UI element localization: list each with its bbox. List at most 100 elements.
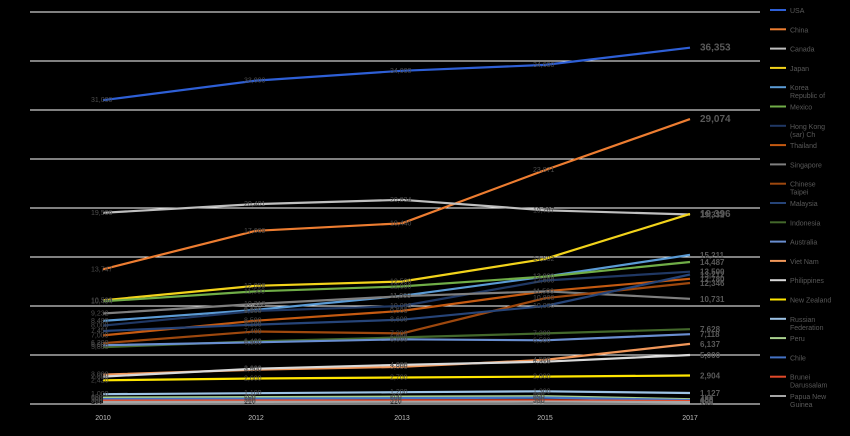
data-label: 400 <box>700 396 714 405</box>
legend-entry: Canada <box>790 47 815 54</box>
series-line-malaysia <box>102 273 691 333</box>
x-tick-label: 2010 <box>95 415 111 422</box>
legend-entry: Viet Nam <box>790 259 819 266</box>
data-label: 7,200 <box>390 330 408 337</box>
data-label: 13,000 <box>533 274 555 281</box>
data-label: 13,212 <box>700 271 725 280</box>
data-label: 5,800 <box>91 344 109 351</box>
legend-entry: Chile <box>790 355 806 362</box>
data-label: 11,000 <box>390 293 411 300</box>
series-line-hong-kong-sar-ch <box>102 270 691 327</box>
x-tick-label: 2012 <box>248 415 264 422</box>
data-label: 7,451 <box>91 328 109 335</box>
data-label: 12,600 <box>533 278 555 285</box>
data-label: 7,400 <box>244 328 262 335</box>
data-label: 14,487 <box>700 258 725 267</box>
legend-entry: Brunei Darussalam <box>790 375 828 390</box>
legend-entry: Thailand <box>790 143 817 150</box>
data-label: 5,000 <box>700 351 721 360</box>
data-label: 6,137 <box>700 340 721 349</box>
legend-entry: Philippines <box>790 278 824 285</box>
data-label: 2,700 <box>390 375 408 382</box>
data-label: 10,000 <box>390 303 412 310</box>
data-label: 1,100 <box>244 390 262 397</box>
legend-entry: Hong Kong (sar) Ch <box>790 124 825 139</box>
data-label: 8,000 <box>91 323 109 330</box>
data-label: 8,480 <box>91 318 109 325</box>
legend-entry: Peru <box>790 336 805 343</box>
data-label: 6,500 <box>533 337 551 344</box>
legend-entry: Mexico <box>790 105 812 112</box>
data-label: 200 <box>91 399 103 406</box>
data-label: 15,211 <box>700 251 725 260</box>
data-label: 1,000 <box>91 391 109 398</box>
data-label: 2,904 <box>700 372 721 381</box>
legend-entry: Russian Federation <box>790 317 824 332</box>
x-tick-label: 2013 <box>394 415 410 422</box>
series-line-peru <box>102 395 691 401</box>
data-label: 11,039 <box>390 293 411 300</box>
series-line-mexico <box>102 260 691 303</box>
data-label: 11,500 <box>244 288 265 295</box>
series-line-russian-federation <box>102 390 691 396</box>
data-label: 29,074 <box>700 114 731 125</box>
data-label: 19,506 <box>91 210 113 217</box>
data-label: 650 <box>91 395 103 402</box>
data-label: 9,600 <box>244 307 262 314</box>
legend-entry: Malaysia <box>790 201 818 208</box>
data-label: 3,500 <box>244 367 262 374</box>
series-line-japan <box>102 212 691 302</box>
data-label: 4,000 <box>390 362 408 369</box>
data-label: 13,000 <box>533 274 555 281</box>
data-label: 9,500 <box>390 308 408 315</box>
data-label: 350 <box>91 398 103 405</box>
series-lines <box>102 46 691 404</box>
data-label: 1,300 <box>533 388 551 395</box>
data-label: 230 <box>533 399 545 406</box>
data-label: 8,100 <box>244 322 262 329</box>
legend-entry: Chinese Taipei <box>790 182 816 197</box>
data-label: 19,332 <box>700 211 725 220</box>
data-label: 650 <box>533 395 545 402</box>
data-label: 33,000 <box>244 78 266 85</box>
x-tick-label: 2017 <box>682 415 698 422</box>
data-label: 7,000 <box>91 332 109 339</box>
data-label: 300 <box>700 397 714 406</box>
x-axis: 2010 2012 2013 2015 2017 <box>95 415 698 422</box>
data-label: 19,767 <box>533 207 555 214</box>
series-line-brunei-darussalam <box>102 399 691 403</box>
data-label: 10,000 <box>533 303 555 310</box>
data-label: 800 <box>533 393 545 400</box>
data-label: 2,800 <box>533 374 551 381</box>
data-label: 10,212 <box>244 301 266 308</box>
data-label: 12,346 <box>700 279 725 288</box>
data-label: 12,780 <box>700 275 725 284</box>
data-label: 12,500 <box>390 279 412 286</box>
legend-entry: New Zealand <box>790 298 831 305</box>
data-label: 3,600 <box>244 366 262 373</box>
data-label: 9,500 <box>244 308 262 315</box>
data-label: 23,871 <box>533 167 555 174</box>
data-label: 6,300 <box>244 339 262 346</box>
data-label: 34,000 <box>390 68 412 75</box>
data-label: 370 <box>390 397 402 404</box>
data-label: 10,580 <box>91 297 113 304</box>
data-label: 17,669 <box>244 228 266 235</box>
series-line-canada <box>102 198 691 216</box>
data-label: 2,600 <box>244 376 262 383</box>
series-line-chinese-taipei <box>102 281 691 345</box>
data-label: 11,500 <box>533 288 554 295</box>
data-label: 190 <box>700 398 714 407</box>
data-label: 7,628 <box>700 325 721 334</box>
data-label: 6,600 <box>390 336 408 343</box>
data-label: 20,834 <box>390 197 412 204</box>
data-label: 9,232 <box>91 311 109 318</box>
legend-entry: Papua New Guinea <box>790 394 827 409</box>
data-label: 7,200 <box>533 330 551 337</box>
data-label: 4,500 <box>533 357 551 364</box>
data-label: 600 <box>390 395 402 402</box>
data-label: 8,500 <box>244 318 262 325</box>
legend-entry: Korea Republic of <box>790 85 825 100</box>
data-label: 34,600 <box>533 62 555 69</box>
